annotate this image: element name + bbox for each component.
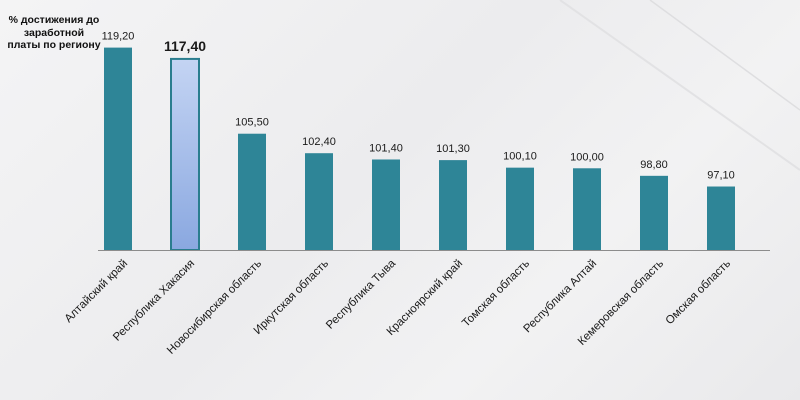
background-deco-line (649, 0, 800, 111)
x-tick-label: Алтайский край (63, 258, 130, 325)
y-axis-label: % достижения до заработной платы по реги… (7, 14, 101, 51)
data-label: 101,40 (369, 142, 403, 154)
background-deco-line (559, 0, 800, 171)
x-tick-label: Красноярский край (385, 258, 465, 338)
bar (238, 133, 266, 250)
data-label: 117,40 (164, 38, 206, 54)
bar (573, 168, 601, 250)
data-label: 101,30 (436, 143, 470, 155)
data-label: 98,80 (640, 159, 668, 171)
data-label: 102,40 (302, 136, 336, 148)
bar (372, 159, 400, 250)
x-tick-label: Омская область (664, 258, 734, 328)
bar (707, 186, 735, 250)
data-label: 105,50 (235, 117, 269, 129)
bar-highlighted (170, 57, 200, 251)
x-tick-label: Республика Тыва (324, 257, 398, 331)
x-tick-label: Томская область (460, 258, 532, 330)
data-label: 100,00 (570, 151, 604, 163)
bar (104, 47, 132, 250)
bar (640, 175, 668, 250)
bar (506, 167, 534, 250)
data-label: 97,10 (707, 170, 735, 182)
bar (439, 160, 467, 250)
data-label: 119,20 (102, 31, 135, 43)
x-tick-label: Республика Алтай (521, 258, 599, 336)
bar (305, 153, 333, 250)
data-label: 100,10 (503, 151, 537, 163)
x-tick-label: Иркутская область (252, 258, 331, 337)
